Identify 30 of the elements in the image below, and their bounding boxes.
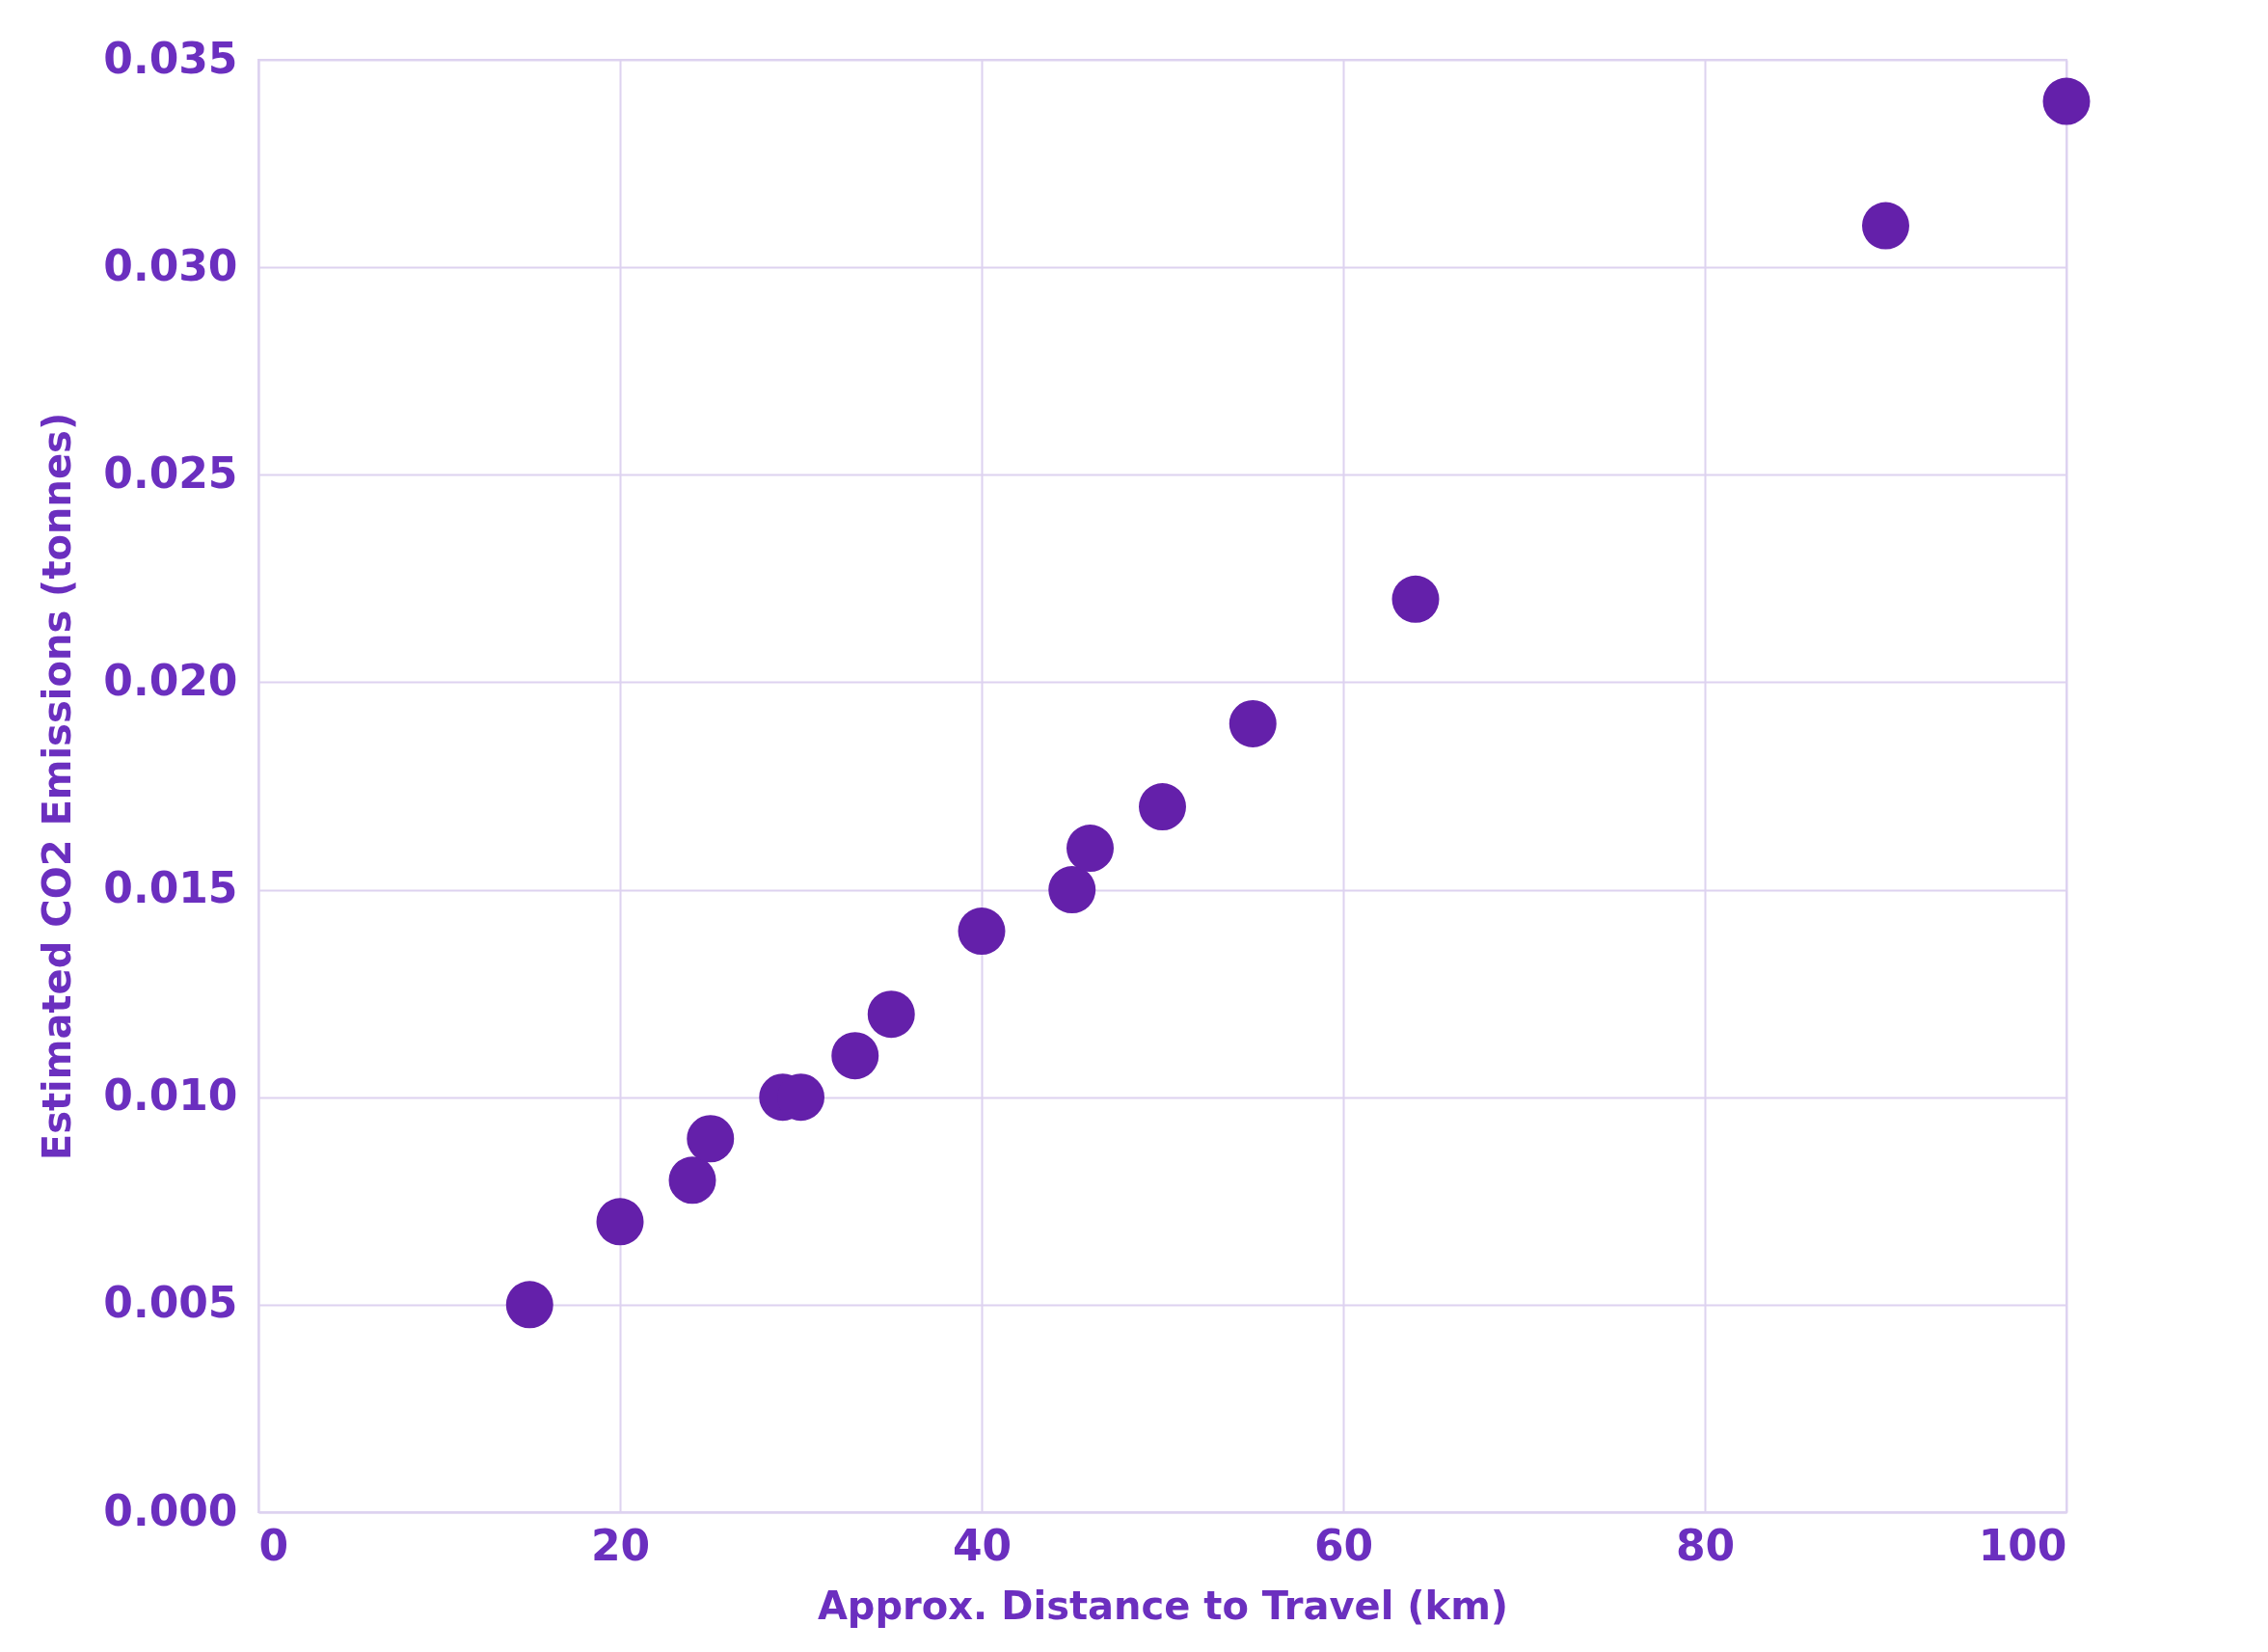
point xyxy=(1862,202,1909,250)
point xyxy=(2042,77,2091,125)
y-tick-label: 0.030 xyxy=(103,240,238,290)
point xyxy=(867,990,915,1039)
x-tick-label: 80 xyxy=(1675,1520,1736,1570)
point xyxy=(687,1115,735,1163)
y-tick-label: 0.015 xyxy=(103,863,238,913)
y-axis-title: Estimated CO2 Emissions (tonnes) xyxy=(35,412,80,1161)
point xyxy=(668,1156,716,1205)
point xyxy=(1048,866,1096,914)
point xyxy=(1228,700,1277,747)
point xyxy=(505,1281,554,1329)
point xyxy=(596,1198,644,1246)
x-tick-label: 20 xyxy=(590,1520,651,1570)
y-tick-label: 0.035 xyxy=(103,33,238,83)
point xyxy=(831,1032,879,1080)
y-tick-label: 0.000 xyxy=(103,1485,238,1535)
point xyxy=(1139,783,1186,830)
y-tick-label: 0.020 xyxy=(103,655,238,705)
point xyxy=(1066,825,1114,872)
x-tick-label: 40 xyxy=(952,1520,1012,1570)
x-axis-title: Approx. Distance to Travel (km) xyxy=(817,1583,1509,1628)
point xyxy=(958,907,1006,956)
y-tick-label: 0.010 xyxy=(103,1070,238,1121)
x-tick-label: 100 xyxy=(1978,1520,2067,1570)
y-tick-label: 0.025 xyxy=(103,447,238,498)
y-tick-label: 0.005 xyxy=(103,1278,238,1328)
x-tick-label: 0 xyxy=(258,1520,289,1570)
x-tick-label: 60 xyxy=(1313,1520,1374,1570)
point xyxy=(1391,575,1440,623)
